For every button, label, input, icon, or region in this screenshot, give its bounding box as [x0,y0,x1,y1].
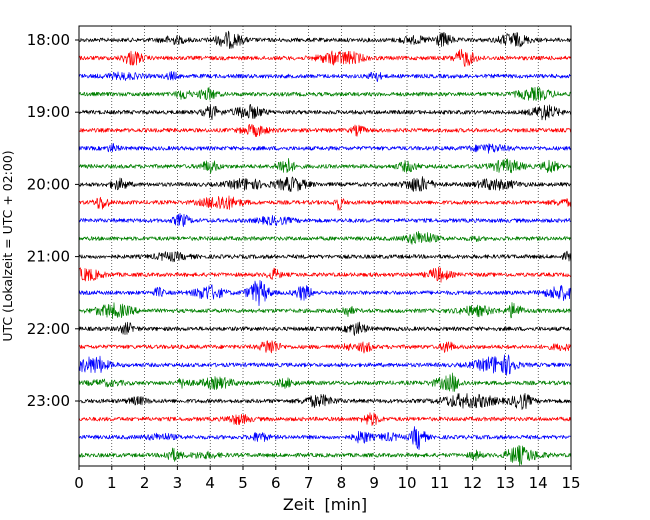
trace-1915 [78,124,572,138]
y-tick-label: 19:00 [27,103,70,121]
trace-1830 [78,71,572,82]
y-tick-label: 21:00 [27,248,70,266]
x-tick-label: 10 [397,474,416,492]
y-axis-label: UTC (Lokalzeit = UTC + 02:00) [0,150,15,341]
trace-2100 [78,250,572,263]
trace-1800 [78,30,572,49]
trace-2030 [78,212,572,227]
x-tick-label: 7 [304,474,314,492]
y-tick-label: 22:00 [27,320,70,338]
trace-2000 [78,176,572,192]
y-axis: 18:00 19:00 20:00 21:00 22:00 23:00 [27,31,79,410]
trace-2015 [78,195,572,211]
trace-1845 [78,86,572,101]
trace-1945 [78,157,572,174]
x-tick-label: 2 [140,474,150,492]
trace-1930 [78,143,572,154]
x-tick-label: 15 [561,474,580,492]
x-tick-label: 14 [529,474,548,492]
x-tick-label: 11 [430,474,449,492]
x-tick-label: 0 [74,474,84,492]
x-tick-label: 4 [205,474,215,492]
x-axis: 0 1 2 3 4 5 6 7 8 9 10 11 12 13 14 15 [74,466,581,492]
trace-2245 [78,372,572,392]
trace-1815 [78,48,572,67]
x-tick-label: 1 [107,474,117,492]
trace-2200 [78,321,572,336]
x-tick-label: 12 [463,474,482,492]
trace-2330 [78,426,572,451]
x-axis-label: Zeit [min] [283,495,367,514]
x-tick-label: 9 [369,474,379,492]
trace-1900 [78,104,572,121]
trace-2115 [78,266,572,283]
x-tick-label: 8 [337,474,347,492]
y-tick-label: 20:00 [27,175,70,193]
trace-2145 [78,302,572,320]
trace-2130 [78,280,572,307]
x-tick-label: 6 [271,474,281,492]
trace-2345 [78,445,572,466]
seismic-traces [78,30,572,466]
y-tick-label: 23:00 [27,392,70,410]
x-tick-label: 3 [173,474,183,492]
x-tick-label: 13 [496,474,515,492]
trace-2045 [78,230,572,245]
grid-lines [111,26,539,466]
y-tick-label: 18:00 [27,31,70,49]
trace-2230 [78,354,572,376]
x-tick-label: 5 [238,474,248,492]
trace-2315 [78,412,571,426]
plot-frame [78,25,572,467]
trace-2215 [79,340,572,354]
trace-2300 [78,393,572,410]
